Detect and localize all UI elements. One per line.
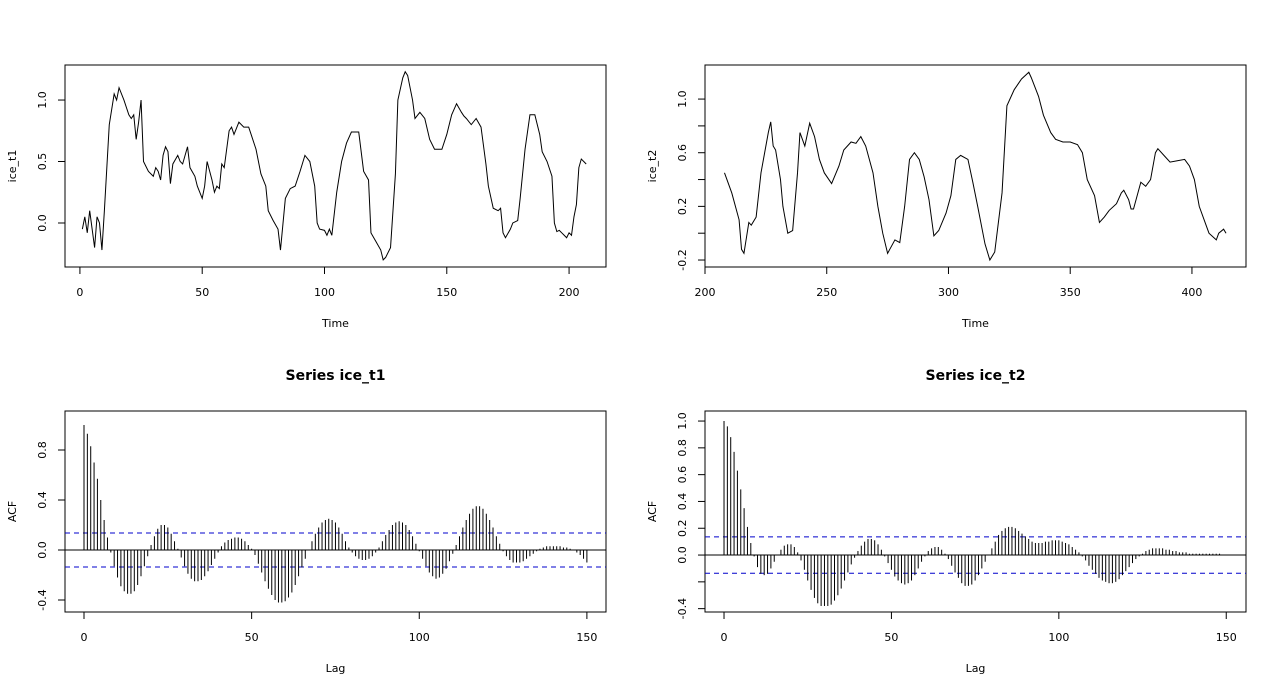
x-tick-label: 300 [938, 286, 959, 299]
panel: Series ice_t1 Lag ACF 0 50 100 150 -0.4 0.0 0.4 0.… [6, 368, 607, 675]
y-axis-label: ice_t2 [646, 150, 659, 183]
x-tick-label: 50 [884, 631, 898, 644]
y-tick-label: -0.4 [36, 589, 49, 610]
x-tick-label: 350 [1060, 286, 1081, 299]
y-tick-label: 0.6 [676, 144, 689, 162]
y-tick-label: 0.8 [676, 439, 689, 457]
y-tick-label: -0.2 [676, 249, 689, 270]
series-line [81, 70, 587, 261]
chart-title: Series ice_t2 [925, 368, 1025, 384]
plot-box [64, 410, 607, 613]
y-tick-label: 0.0 [676, 546, 689, 564]
x-tick-label: 150 [436, 286, 457, 299]
y-tick-label: 1.0 [676, 90, 689, 108]
x-tick-label: 50 [195, 286, 209, 299]
y-axis-label: ice_t1 [6, 150, 19, 183]
panel: Time ice_t2 200 250 300 350 400 -0.2 0.2 0.6 1.0 [646, 64, 1247, 330]
y-tick-label: 0.0 [36, 541, 49, 559]
x-tick-label: 0 [76, 286, 83, 299]
y-tick-label: 0.8 [36, 441, 49, 459]
y-tick-label: 1.0 [36, 91, 49, 109]
x-tick-label: 200 [695, 286, 716, 299]
y-tick-label: 0.0 [36, 214, 49, 232]
y-tick-label: 0.2 [676, 520, 689, 538]
y-axis-label: ACF [6, 501, 19, 522]
x-tick-label: 150 [576, 631, 597, 644]
y-tick-label: 0.4 [676, 493, 689, 511]
y-tick-label: 0.2 [676, 198, 689, 216]
x-tick-label: 100 [1048, 631, 1069, 644]
x-tick-label: 150 [1216, 631, 1237, 644]
plot-box [704, 410, 1247, 613]
x-axis-label: Lag [326, 662, 346, 675]
x-tick-label: 200 [559, 286, 580, 299]
chart-title: Series ice_t1 [285, 368, 385, 384]
y-tick-label: -0.4 [676, 598, 689, 619]
x-axis-label: Time [961, 317, 989, 330]
plot-box [704, 64, 1247, 268]
x-tick-label: 400 [1181, 286, 1202, 299]
x-tick-label: 0 [81, 631, 88, 644]
x-axis-label: Lag [966, 662, 986, 675]
panel: Series ice_t2 Lag ACF 0 50 100 150 -0.4 0.0 0.2 0.… [646, 368, 1247, 675]
x-axis-label: Time [321, 317, 349, 330]
x-tick-label: 100 [409, 631, 430, 644]
y-tick-label: 0.5 [36, 153, 49, 171]
x-tick-label: 100 [314, 286, 335, 299]
x-tick-label: 50 [245, 631, 259, 644]
x-tick-label: 250 [816, 286, 837, 299]
series-line [724, 71, 1227, 262]
y-axis-label: ACF [646, 501, 659, 522]
panel: Time ice_t1 0 50 100 150 200 0.0 0.5 1.0 [6, 64, 607, 330]
x-tick-label: 0 [721, 631, 728, 644]
y-tick-label: 0.6 [676, 466, 689, 484]
y-tick-label: 1.0 [676, 412, 689, 430]
y-tick-label: 0.4 [36, 491, 49, 509]
